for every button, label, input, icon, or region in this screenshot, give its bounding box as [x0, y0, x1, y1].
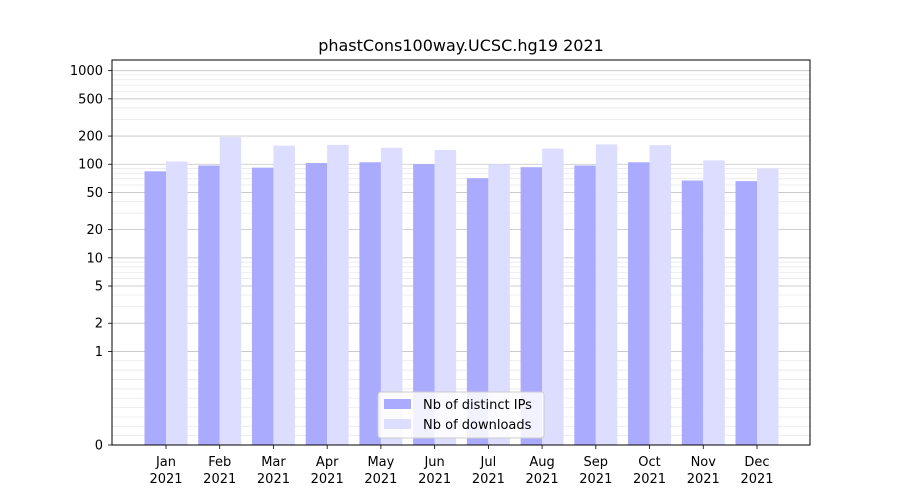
- x-tick-label-year: 2021: [526, 472, 559, 487]
- y-tick-label: 5: [95, 280, 103, 295]
- x-axis: Jan 2021 Feb 2021 Mar 2021 Apr 2021 May 2021 Jun 20…: [149, 445, 774, 487]
- x-tick-label-month: Jun: [423, 455, 444, 470]
- x-tick-label-year: 2021: [633, 472, 666, 487]
- y-tick-label: 2: [95, 317, 103, 332]
- x-tick-label-year: 2021: [311, 472, 344, 487]
- bar-ips: [681, 180, 704, 446]
- y-axis: 0 1 2 5 10 20 50 100 200 500 1000: [70, 64, 112, 454]
- y-tick-label: 1000: [70, 64, 103, 79]
- bar-ips: [520, 167, 543, 446]
- bar-downloads: [327, 144, 349, 445]
- legend-swatch: [384, 399, 411, 409]
- bar-downloads: [542, 148, 564, 445]
- legend: Nb of distinct IPs Nb of downloads: [377, 391, 545, 439]
- bar-ips: [359, 162, 381, 446]
- x-tick-label-month: Sep: [584, 455, 609, 470]
- x-tick-label-year: 2021: [418, 472, 451, 487]
- plot-frame: [111, 59, 811, 446]
- x-tick-label-month: Jul: [480, 455, 497, 470]
- bar-ips: [466, 178, 489, 445]
- x-tick-label-year: 2021: [257, 472, 290, 487]
- y-tick-label: 500: [78, 92, 103, 107]
- bar-downloads: [434, 149, 457, 445]
- x-tick-label-month: Apr: [316, 455, 339, 470]
- legend-label: Nb of downloads: [423, 418, 532, 433]
- bar-downloads: [273, 145, 295, 445]
- legend-swatch: [384, 419, 411, 429]
- bar-downloads: [703, 160, 725, 445]
- bar-downloads: [380, 147, 403, 445]
- bar-ips: [144, 171, 166, 445]
- bar-ips: [574, 165, 596, 446]
- bar-downloads: [219, 137, 242, 445]
- x-tick-label-year: 2021: [472, 472, 505, 487]
- legend-label: Nb of distinct IPs: [423, 398, 532, 413]
- x-tick-label-month: Aug: [529, 455, 554, 470]
- y-tick-label: 1: [95, 345, 103, 360]
- y-tick-label: 50: [86, 186, 103, 201]
- bar-downloads: [488, 164, 510, 445]
- y-tick-label: 20: [86, 223, 103, 238]
- x-tick-label-month: Mar: [261, 455, 286, 470]
- x-tick-label-month: May: [367, 455, 394, 470]
- bar-ips: [628, 162, 650, 446]
- bar-ips: [251, 167, 274, 445]
- bar-ips: [413, 164, 435, 445]
- bar-ips: [735, 181, 757, 445]
- x-tick-label-year: 2021: [687, 472, 720, 487]
- bars: [144, 137, 779, 446]
- x-tick-label-year: 2021: [149, 472, 182, 487]
- bar-downloads: [757, 168, 779, 445]
- x-tick-label-year: 2021: [203, 472, 236, 487]
- x-tick-label-month: Feb: [208, 455, 231, 470]
- chart-title: phastCons100way.UCSC.hg19 2021: [318, 36, 604, 55]
- y-tick-label: 0: [95, 439, 103, 454]
- x-tick-label-month: Dec: [744, 455, 769, 470]
- x-tick-label-year: 2021: [740, 472, 773, 487]
- bar-downloads: [166, 161, 188, 445]
- legend-box: [377, 391, 545, 439]
- y-tick-label: 100: [78, 158, 103, 173]
- x-tick-label-year: 2021: [364, 472, 397, 487]
- bar-ips: [305, 163, 328, 445]
- y-tick-label: 200: [78, 130, 103, 145]
- bar-downloads: [649, 145, 672, 445]
- x-tick-label-month: Oct: [638, 455, 660, 470]
- bar-ips: [198, 165, 220, 446]
- x-tick-label-month: Nov: [691, 455, 717, 470]
- x-tick-label-year: 2021: [579, 472, 612, 487]
- x-tick-label-month: Jan: [155, 455, 176, 470]
- bar-downloads: [595, 144, 618, 445]
- y-tick-label: 10: [86, 251, 103, 266]
